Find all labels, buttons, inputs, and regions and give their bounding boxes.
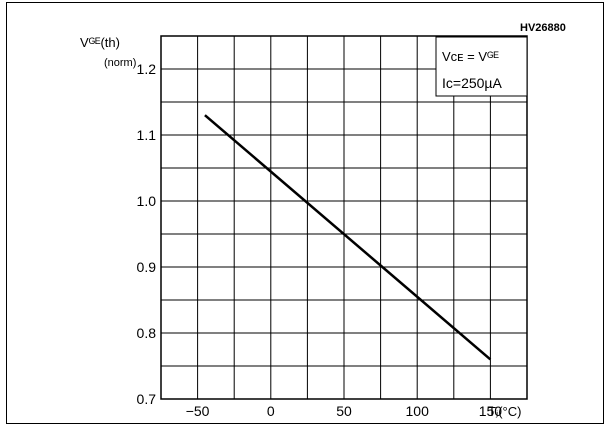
annotation-vce: Vᴄᴇ = Vᴳᴱ [442,49,499,64]
y-tick-label: 0.9 [137,259,157,275]
y-axis-label-sub: (norm) [104,57,136,69]
y-tick-label: 0.7 [137,391,157,407]
annotation-box [435,36,528,97]
x-tick-label: 100 [406,403,430,419]
figure-id: HV26880 [520,22,566,34]
y-axis-label: Vᴳᴱ(th) [80,35,120,50]
x-tick-label: 50 [336,403,352,419]
x-tick-label: 150 [479,403,503,419]
annotation-ic: Iᴄ=250µA [442,75,502,91]
tick-labels: −50 0 50 100 150 0.7 0.8 0.9 1.0 1.1 1.2 [137,61,503,419]
y-tick-label: 0.8 [137,325,157,341]
y-tick-label: 1.0 [137,193,157,209]
y-tick-label: 1.2 [137,61,157,77]
series-line [204,114,492,361]
plot-area [160,35,528,400]
y-tick-label: 1.1 [137,127,157,143]
series-group [204,114,492,361]
x-tick-label: −50 [186,403,210,419]
x-axis-label: Tⱼ(°C) [488,404,521,419]
x-tick-label: 0 [267,403,275,419]
